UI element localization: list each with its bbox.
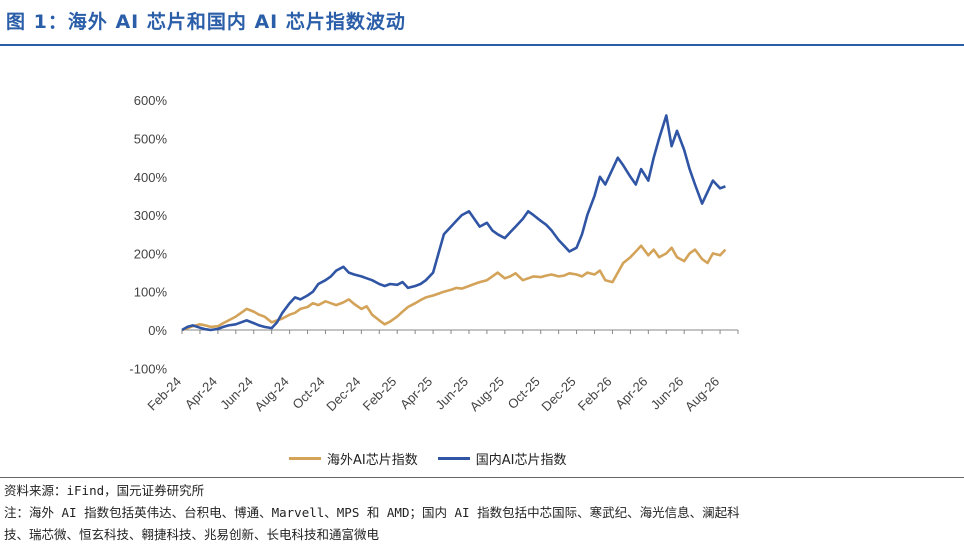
x-tick-label: Aug-26: [682, 374, 722, 414]
x-tick-label: Oct-24: [289, 374, 327, 412]
figure-title: 图 1：海外 AI 芯片和国内 AI 芯片指数波动: [6, 11, 406, 33]
title-rule: [0, 44, 964, 46]
x-tick-label: Dec-25: [538, 374, 578, 414]
legend-label-domestic: 国内AI芯片指数: [475, 453, 567, 468]
y-tick-label: 300%: [134, 208, 168, 223]
series-lines: [181, 114, 727, 332]
legend-swatch-overseas: [289, 457, 321, 460]
x-tick-label: Apr-25: [397, 374, 435, 412]
y-tick-label: 100%: [134, 285, 168, 300]
line-chart: -100%0%100%200%300%400%500%600% Feb-24Ap…: [129, 93, 739, 414]
legend: 海外AI芯片指数 国内AI芯片指数: [289, 449, 566, 468]
y-tick-label: 200%: [134, 246, 168, 261]
x-tick-label: Jun-26: [648, 374, 687, 413]
x-tick-label: Oct-25: [505, 374, 543, 412]
x-axis: Feb-24Apr-24Jun-24Aug-24Oct-24Dec-24Feb-…: [144, 329, 739, 414]
x-tick-label: Feb-24: [144, 374, 184, 414]
x-tick-label: Dec-24: [323, 374, 363, 414]
x-tick-label: Aug-24: [251, 374, 291, 414]
notes-rule: [0, 477, 964, 478]
x-tick-label: Aug-25: [467, 374, 507, 414]
note-line-1: 注：海外 AI 指数包括英伟达、台积电、博通、Marvell、MPS 和 AMD…: [4, 505, 740, 520]
y-tick-label: -100%: [129, 361, 167, 376]
y-tick-label: 0%: [148, 323, 167, 338]
legend-item-overseas: 海外AI芯片指数: [289, 449, 418, 468]
series-line-domestic: [181, 114, 726, 332]
legend-label-overseas: 海外AI芯片指数: [327, 453, 418, 468]
x-tick-label: Feb-26: [575, 374, 615, 414]
legend-item-domestic: 国内AI芯片指数: [437, 449, 567, 468]
x-tick-label: Jun-25: [432, 374, 471, 413]
legend-swatch-domestic: [437, 457, 470, 460]
x-tick-label: Jun-24: [217, 374, 256, 413]
x-tick-label: Apr-24: [182, 374, 220, 412]
y-tick-label: 400%: [134, 170, 168, 185]
y-tick-label: 500%: [134, 132, 168, 147]
y-tick-label: 600%: [134, 93, 168, 108]
notes: 资料来源：iFind，国元证券研究所 注：海外 AI 指数包括英伟达、台积电、博…: [4, 480, 960, 546]
y-axis: -100% 0% 100% 200% 300% 400% 500% 600%: [129, 93, 167, 376]
source-text: 资料来源：iFind，国元证券研究所: [4, 483, 205, 498]
x-tick-label: Apr-26: [612, 374, 650, 412]
series-line-overseas: [181, 244, 727, 332]
x-tick-label: Feb-25: [360, 374, 400, 414]
note-line-2: 技、瑞芯微、恒玄科技、翱捷科技、兆易创新、长电科技和通富微电: [4, 527, 380, 542]
